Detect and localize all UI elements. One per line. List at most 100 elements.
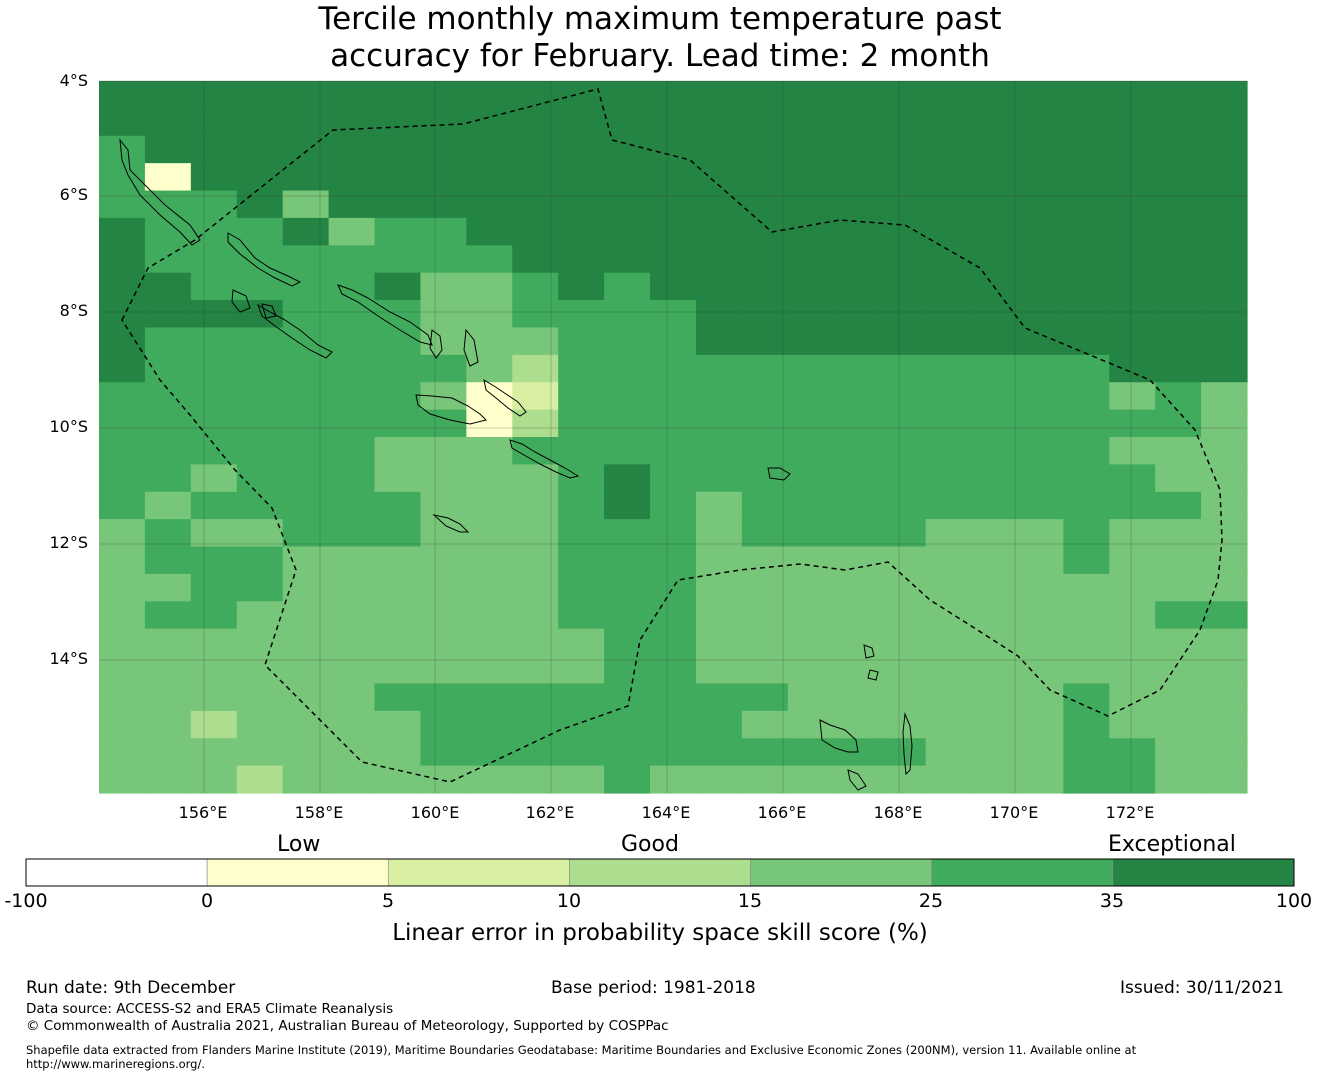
skill-cell — [925, 710, 973, 739]
skill-cell — [236, 382, 284, 411]
skill-cell — [420, 601, 467, 630]
skill-cell — [650, 491, 697, 520]
shapefile-credit-line2: http://www.marineregions.org/. — [26, 1057, 205, 1071]
skill-cell — [1155, 327, 1202, 356]
skill-cell — [99, 683, 146, 712]
skill-cell — [144, 272, 192, 301]
skill-cell — [604, 108, 651, 137]
skill-cell — [1017, 245, 1064, 274]
skill-cell — [558, 300, 605, 329]
skill-cell — [374, 765, 422, 794]
skill-cell — [925, 272, 973, 301]
skill-cell — [144, 491, 192, 520]
skill-cell — [1063, 245, 1110, 274]
island-outline — [863, 644, 875, 659]
skill-cell — [741, 300, 789, 329]
skill-grid-cells — [99, 81, 1248, 794]
skill-cell — [420, 163, 467, 192]
skill-cell — [328, 382, 376, 411]
island-outline — [867, 669, 879, 681]
skill-cell — [971, 710, 1018, 739]
skill-cell — [1109, 354, 1156, 383]
colorbar-segment — [569, 858, 751, 887]
island-outline — [483, 378, 527, 417]
skill-cell — [833, 656, 881, 685]
skill-cell — [466, 354, 513, 383]
skill-cell — [1155, 683, 1202, 712]
skill-cell — [466, 437, 513, 465]
colorbar-segment — [750, 858, 933, 887]
skill-cell — [833, 519, 881, 548]
lon-label-160e: 160°E — [410, 803, 460, 822]
skill-cell — [374, 601, 422, 630]
skill-cell — [604, 601, 651, 630]
skill-cell — [1017, 382, 1064, 411]
skill-cell — [1201, 601, 1248, 630]
skill-cell — [1201, 190, 1248, 219]
skill-cell — [558, 354, 605, 383]
skill-cell — [558, 546, 605, 575]
skill-cell — [282, 108, 330, 137]
skill-cell — [512, 272, 559, 301]
skill-cell — [144, 437, 192, 465]
skill-cell — [741, 738, 789, 767]
skill-cell — [833, 190, 881, 219]
skill-cell — [1063, 382, 1110, 411]
skill-cell — [741, 272, 789, 301]
skill-cell — [420, 81, 467, 109]
skill-cell — [1201, 354, 1248, 383]
skill-cell — [282, 409, 330, 438]
skill-cell — [741, 573, 789, 602]
skill-cell — [650, 190, 697, 219]
skill-cell — [741, 710, 789, 739]
skill-cell — [144, 81, 192, 109]
skill-cell — [236, 546, 284, 575]
skill-cell — [282, 519, 330, 548]
skill-cell — [144, 409, 192, 438]
skill-cell — [1155, 628, 1202, 657]
skill-cell — [1201, 108, 1248, 137]
skill-cell — [695, 300, 743, 329]
skill-cell — [374, 190, 422, 219]
skill-cell — [1201, 519, 1248, 548]
skill-cell — [650, 354, 697, 383]
skill-cell — [695, 519, 743, 548]
skill-cell — [604, 190, 651, 219]
skill-cell — [787, 546, 835, 575]
skill-cell — [282, 300, 330, 329]
skill-cell — [879, 108, 927, 137]
skill-cell — [1017, 519, 1064, 548]
skill-cell — [787, 519, 835, 548]
skill-cell — [971, 81, 1018, 109]
island-outline — [119, 138, 201, 246]
skill-cell — [971, 738, 1018, 767]
skill-cell — [558, 683, 605, 712]
skill-cell — [374, 245, 422, 274]
skill-cell — [99, 573, 146, 602]
skill-cell — [328, 601, 376, 630]
skill-cell — [190, 163, 238, 192]
skill-cell — [604, 437, 651, 465]
skill-cell — [512, 683, 559, 712]
skill-cell — [1017, 491, 1064, 520]
skill-cell — [236, 765, 284, 794]
skill-cell — [650, 546, 697, 575]
shapefile-credit-line1: Shapefile data extracted from Flanders M… — [26, 1043, 1137, 1057]
skill-cell — [374, 409, 422, 438]
skill-cell — [1017, 409, 1064, 438]
skill-cell — [466, 628, 513, 657]
colorbar-category-exceptional: Exceptional — [1108, 832, 1236, 857]
lat-label-8s: 8°S — [59, 301, 88, 320]
skill-cell — [144, 683, 192, 712]
skill-cell — [787, 573, 835, 602]
skill-cell — [190, 628, 238, 657]
skill-cell — [1109, 217, 1156, 246]
skill-cell — [144, 710, 192, 739]
skill-cell — [650, 738, 697, 767]
eez-boundary — [121, 88, 1223, 783]
skill-cell — [833, 464, 881, 493]
skill-cell — [833, 409, 881, 438]
skill-cell — [1063, 300, 1110, 329]
skill-cell — [1017, 573, 1064, 602]
skill-cell — [99, 217, 146, 246]
